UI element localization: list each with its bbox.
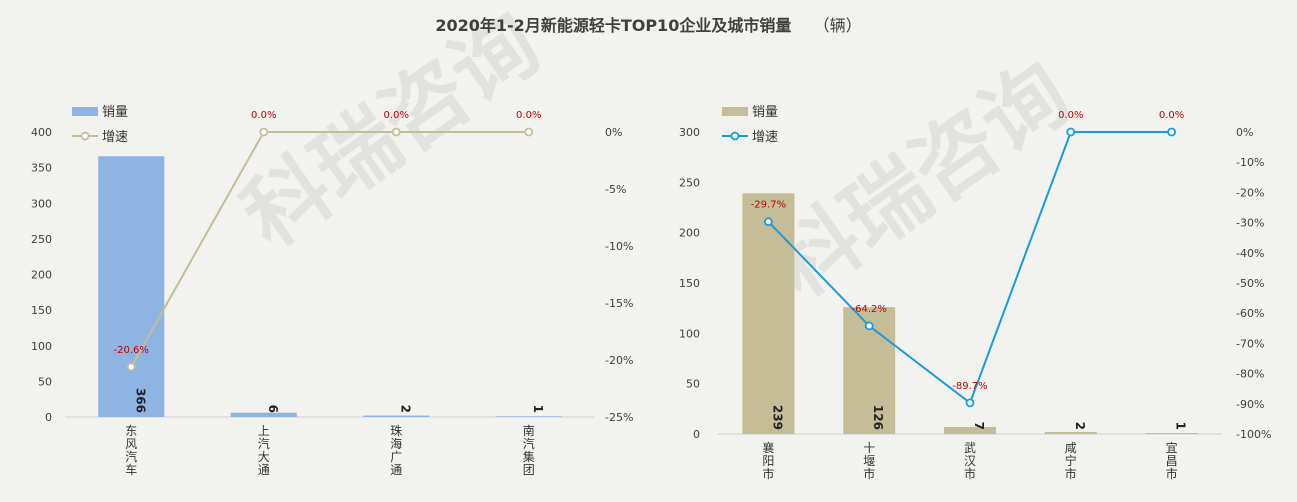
left-growth-label: 0.0% <box>251 110 276 121</box>
right-y2-tick: -20% <box>1236 186 1264 199</box>
right-category-label: 十堰市 <box>863 441 875 481</box>
right-legend-bar-swatch <box>722 107 748 116</box>
right-y-tick: 300 <box>679 126 700 139</box>
right-growth-marker <box>864 321 874 331</box>
right-bar-value-label: 126 <box>871 405 885 430</box>
right-growth-label: -64.2% <box>852 304 887 315</box>
right-category-label: 襄阳市 <box>762 440 774 481</box>
left-category-label: 珠海广通 <box>390 424 402 477</box>
right-bar-value-label: 1 <box>1174 422 1188 430</box>
left-y2-tick: -5% <box>605 183 626 196</box>
left-y-tick: 50 <box>38 375 52 388</box>
left-legend-line-marker <box>80 131 90 141</box>
left-growth-marker <box>259 127 269 137</box>
left-growth-marker <box>126 362 136 372</box>
left-y-tick: 250 <box>31 233 52 246</box>
left-bar <box>495 416 562 417</box>
right-y-tick: 0 <box>693 428 700 441</box>
left-y-tick: 100 <box>31 340 52 353</box>
right-y2-tick: -100% <box>1236 428 1271 441</box>
right-y2-tick: -70% <box>1236 337 1264 350</box>
right-category-label: 宜昌市 <box>1166 440 1178 481</box>
right-growth-label: -29.7% <box>751 200 786 211</box>
left-category-label: 南汽集团 <box>523 423 535 477</box>
left-growth-line <box>130 131 529 368</box>
right-legend-line-marker <box>730 131 740 141</box>
chart-unit: （辆） <box>813 16 862 35</box>
right-category-label: 武汉市 <box>964 441 976 481</box>
right-y2-tick: -80% <box>1236 368 1264 381</box>
right-bar <box>742 193 795 434</box>
right-bar <box>1145 432 1198 434</box>
right-y2-tick: -90% <box>1236 398 1264 411</box>
watermark-1: 科瑞咨询 <box>225 0 556 266</box>
right-y2-tick: -30% <box>1236 217 1264 230</box>
left-y-tick: 150 <box>31 304 52 317</box>
left-growth-marker <box>524 127 534 137</box>
right-growth-marker <box>764 217 773 227</box>
left-growth-label: 0.0% <box>516 110 541 121</box>
left-bar <box>98 156 165 417</box>
right-bar-value-label: 239 <box>770 405 784 430</box>
left-y2-tick: -20% <box>605 354 633 367</box>
left-y2-tick: -25% <box>605 411 633 424</box>
right-bar <box>944 426 996 434</box>
right-y2-tick: -60% <box>1236 307 1264 320</box>
watermark-2: 科瑞咨询 <box>755 43 1086 316</box>
right-bar <box>1044 431 1097 434</box>
right-bar-value-label: 2 <box>1073 422 1087 430</box>
right-growth-label: 0.0% <box>1159 110 1184 121</box>
left-bar-value-label: 1 <box>531 405 545 413</box>
right-bar-value-label: 7 <box>972 422 986 430</box>
right-growth-marker <box>965 398 975 408</box>
left-growth-label: 0.0% <box>384 110 409 121</box>
right-y-tick: 250 <box>679 176 700 189</box>
right-category-label: 咸宁市 <box>1065 441 1077 481</box>
right-y2-tick: 0% <box>1236 126 1253 139</box>
right-y-tick: 100 <box>679 327 700 340</box>
left-category-label: 上汽大通 <box>258 424 270 477</box>
left-bar-value-label: 2 <box>398 405 412 413</box>
left-bar <box>363 415 430 417</box>
left-y-tick: 200 <box>31 269 52 282</box>
left-category-label: 东风汽车 <box>125 424 137 477</box>
right-y-tick: 50 <box>686 378 700 391</box>
chart-title-text: 2020年1-2月新能源轻卡TOP10企业及城市销量 <box>435 16 792 35</box>
left-bar-value-label: 6 <box>266 405 280 413</box>
left-y2-tick: -15% <box>605 297 633 310</box>
left-y2-tick: 0% <box>605 126 622 139</box>
left-legend-bar-label: 销量 <box>102 105 128 120</box>
right-growth-marker <box>1167 127 1176 137</box>
left-bar <box>230 412 297 417</box>
left-y2-tick: -10% <box>605 240 633 253</box>
right-growth-marker <box>1066 127 1076 137</box>
right-y2-tick: -40% <box>1236 247 1264 260</box>
left-y-tick: 0 <box>45 411 52 424</box>
right-y-tick: 150 <box>679 277 700 290</box>
right-y2-tick: -50% <box>1236 277 1264 290</box>
left-growth-marker <box>391 127 401 137</box>
left-bar-value-label: 366 <box>133 388 147 413</box>
right-legend-bar-label: 销量 <box>752 105 778 120</box>
left-legend-bar-swatch <box>72 107 98 116</box>
left-y-tick: 400 <box>31 126 52 139</box>
left-growth-label: -20.6% <box>114 345 149 356</box>
chart-title: 2020年1-2月新能源轻卡TOP10企业及城市销量 （辆） <box>0 12 1297 36</box>
right-y2-tick: -10% <box>1236 156 1264 169</box>
right-growth-label: -89.7% <box>952 381 987 392</box>
left-y-tick: 350 <box>31 162 52 175</box>
left-legend-line-label: 增速 <box>102 130 128 145</box>
left-y-tick: 300 <box>31 197 52 210</box>
right-legend-line-label: 增速 <box>752 130 778 145</box>
right-y-tick: 200 <box>679 227 700 240</box>
right-growth-label: 0.0% <box>1058 110 1083 121</box>
